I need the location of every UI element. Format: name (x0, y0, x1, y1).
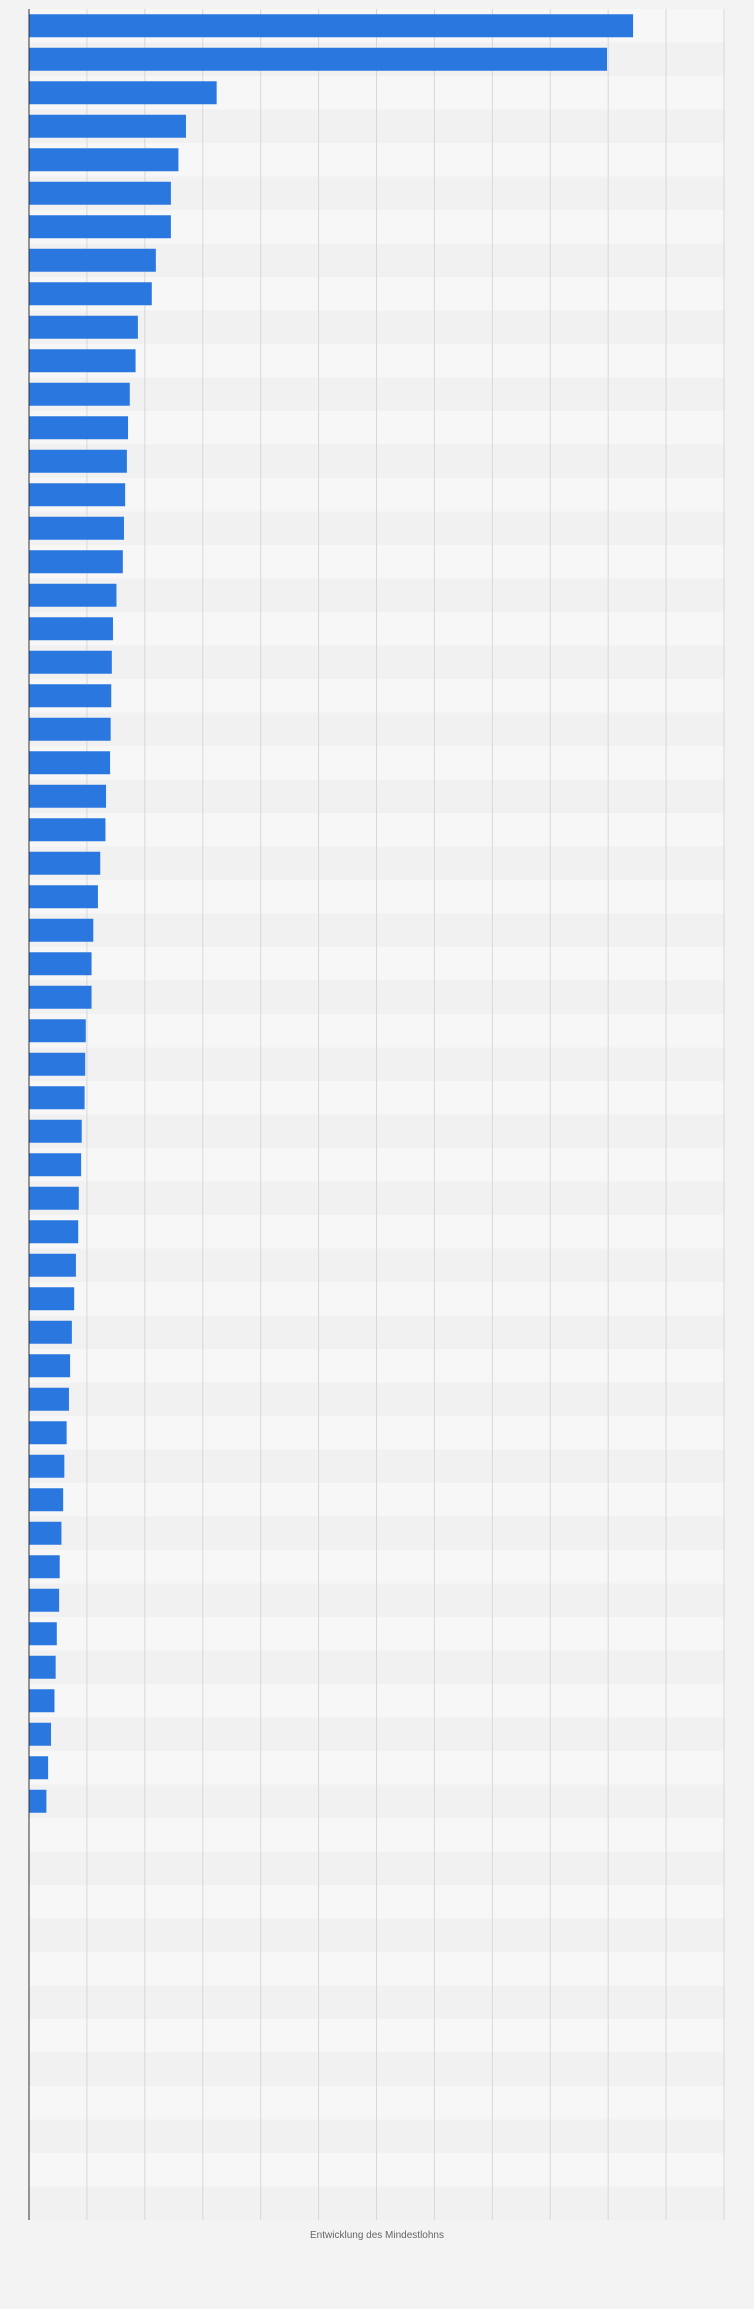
bar[interactable] (29, 1220, 79, 1244)
bar[interactable] (29, 1689, 55, 1713)
bar[interactable] (29, 349, 136, 373)
bar[interactable] (29, 1019, 86, 1043)
bar[interactable] (29, 1253, 76, 1277)
x-axis-label: Entwicklung des Mindestlohns (310, 2230, 444, 2241)
bar[interactable] (29, 1052, 86, 1076)
bar[interactable] (29, 985, 92, 1009)
bar[interactable] (29, 583, 117, 607)
bar[interactable] (29, 1722, 52, 1746)
bar[interactable] (29, 684, 112, 708)
bar[interactable] (29, 1320, 72, 1344)
bar[interactable] (29, 1153, 82, 1177)
bar[interactable] (29, 1488, 64, 1512)
bar[interactable] (29, 215, 171, 239)
bar[interactable] (29, 1521, 62, 1545)
bar[interactable] (29, 1287, 75, 1311)
bar[interactable] (29, 818, 106, 842)
bar[interactable] (29, 14, 634, 38)
bar[interactable] (29, 47, 608, 71)
bar[interactable] (29, 1454, 65, 1478)
bar[interactable] (29, 114, 186, 138)
bar[interactable] (29, 717, 111, 741)
grid-lines (86, 9, 725, 2220)
bar[interactable] (29, 1622, 57, 1646)
bar[interactable] (29, 382, 130, 406)
bar[interactable] (29, 1655, 56, 1679)
bar[interactable] (29, 181, 171, 205)
bar[interactable] (29, 315, 138, 339)
bar[interactable] (29, 1789, 47, 1813)
bar[interactable] (29, 1555, 60, 1579)
bar[interactable] (29, 650, 112, 674)
bar[interactable] (29, 1086, 85, 1110)
bar[interactable] (29, 1756, 49, 1780)
bar[interactable] (29, 248, 156, 272)
bar[interactable] (29, 449, 127, 473)
bar[interactable] (29, 617, 113, 641)
bar[interactable] (29, 1119, 82, 1143)
bar[interactable] (29, 282, 152, 306)
bar[interactable] (29, 1387, 69, 1411)
bars (29, 14, 634, 1813)
bar[interactable] (29, 1186, 79, 1210)
bar[interactable] (29, 416, 129, 440)
bar[interactable] (29, 81, 217, 105)
bar[interactable] (29, 784, 107, 808)
bar[interactable] (29, 516, 124, 540)
bar[interactable] (29, 1421, 67, 1445)
bar[interactable] (29, 751, 111, 775)
bar[interactable] (29, 550, 123, 574)
bar[interactable] (29, 1588, 60, 1612)
bar[interactable] (29, 148, 179, 172)
bar[interactable] (29, 851, 101, 875)
bar[interactable] (29, 1354, 71, 1378)
bar[interactable] (29, 483, 126, 507)
bar[interactable] (29, 885, 98, 909)
bar[interactable] (29, 952, 92, 976)
bar[interactable] (29, 918, 94, 942)
